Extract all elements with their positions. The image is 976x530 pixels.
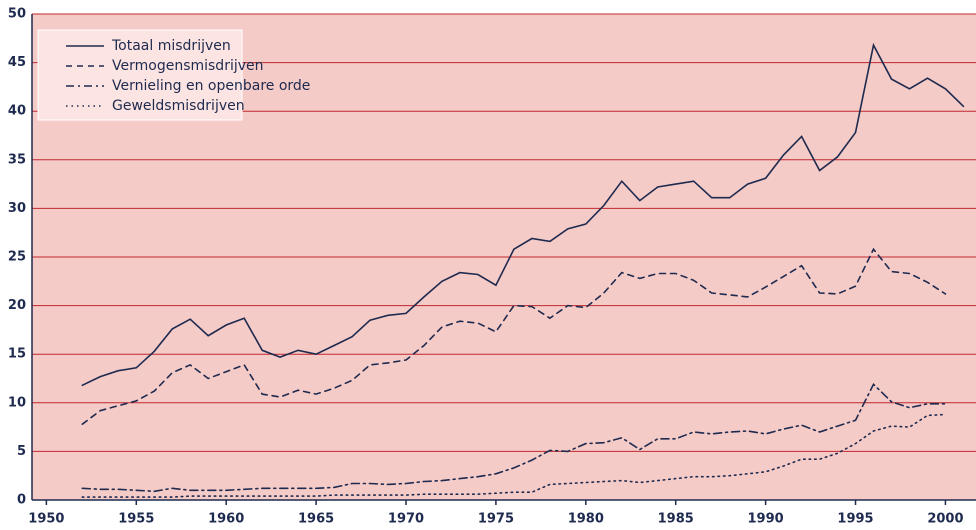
y-tick-label: 0 [17, 493, 26, 508]
series-line [81, 382, 947, 493]
x-tick-label: 1970 [388, 512, 424, 527]
x-tick-label: 1975 [478, 512, 514, 527]
x-tick-label: 2000 [927, 512, 963, 527]
x-tick-label: 1950 [28, 512, 64, 527]
y-tick-label: 45 [8, 55, 26, 70]
y-tick-label: 5 [17, 444, 26, 459]
legend-label: Vermogensmisdrijven [112, 58, 264, 74]
legend-label: Vernieling en openbare orde [112, 78, 310, 94]
y-tick-label: 30 [8, 201, 26, 216]
y-tick-label: 40 [8, 104, 26, 119]
y-tick-label: 35 [8, 152, 26, 167]
x-tick-label: 1995 [837, 512, 873, 527]
series-line [81, 413, 947, 498]
legend-box [37, 29, 243, 121]
legend-label: Geweldsmisdrijven [112, 98, 245, 114]
series-line [81, 42, 965, 387]
x-tick-label: 1990 [748, 512, 784, 527]
x-tick-label: 1980 [568, 512, 604, 527]
legend-label: Totaal misdrijven [111, 38, 231, 54]
series-line [81, 247, 947, 425]
x-tick-label: 1985 [658, 512, 694, 527]
y-tick-label: 10 [8, 395, 26, 410]
x-tick-label: 1960 [208, 512, 244, 527]
y-tick-label: 20 [8, 298, 26, 313]
x-tick-label: 1965 [298, 512, 334, 527]
y-tick-label: 50 [8, 7, 26, 22]
y-tick-label: 15 [8, 347, 26, 362]
y-tick-label: 25 [8, 250, 26, 265]
x-tick-label: 1955 [118, 512, 154, 527]
